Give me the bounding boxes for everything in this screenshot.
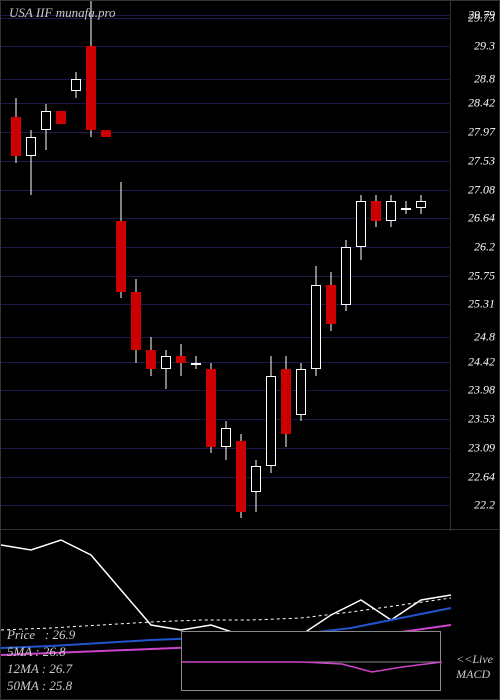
gridline [1,276,451,277]
gridline [1,477,451,478]
y-tick-label: 25.75 [468,268,495,283]
gridline [1,362,451,363]
ma12-row: 12MA : 26.7 [7,661,75,678]
y-tick-label: 25.31 [468,297,495,312]
y-tick-label: 22.2 [474,498,495,513]
macd-inset [181,631,441,691]
y-tick-label: 26.64 [468,211,495,226]
macd-text: MACD [456,667,493,681]
y-tick-label: 29.3 [474,39,495,54]
y-tick-label: 23.09 [468,440,495,455]
ma5-row: 5MA : 26.8 [7,644,75,661]
y-tick-label: 27.97 [468,125,495,140]
gridline [1,337,451,338]
ma50-row: 50MA : 25.8 [7,678,75,695]
y-tick-label: 23.98 [468,383,495,398]
gridline [1,132,451,133]
y-tick-label: 24.42 [468,354,495,369]
gridline [1,505,451,506]
y-tick-label: 28.42 [468,96,495,111]
gridline [1,79,451,80]
gridline [1,390,451,391]
y-tick-label: 22.64 [468,469,495,484]
y-tick-label: 23.53 [468,412,495,427]
candlestick-chart: USA IIF munafa.pro 29.7929.7329.328.828.… [0,0,500,530]
y-tick-label: 26.2 [474,239,495,254]
price-info: Price : 26.9 5MA : 26.8 12MA : 26.7 50MA… [7,627,75,695]
gridline [1,46,451,47]
gridline [1,103,451,104]
macd-chart [182,632,442,692]
price-row: Price : 26.9 [7,627,75,644]
y-tick-label: 28.8 [474,71,495,86]
gridline [1,190,451,191]
y-tick-label: 27.53 [468,153,495,168]
chart-title: USA IIF munafa.pro [9,5,116,21]
indicator-panel: <<Live MACD Price : 26.9 5MA : 26.8 12MA… [0,530,500,700]
gridline [1,161,451,162]
macd-live-text: <<Live [456,652,493,666]
y-tick-label: 29.73 [468,11,495,26]
gridline [1,218,451,219]
macd-label: <<Live MACD [456,652,493,681]
gridline [1,304,451,305]
y-tick-label: 27.08 [468,182,495,197]
y-tick-label: 24.8 [474,330,495,345]
gridline [1,419,451,420]
gridline [1,247,451,248]
y-axis-line [450,1,451,531]
